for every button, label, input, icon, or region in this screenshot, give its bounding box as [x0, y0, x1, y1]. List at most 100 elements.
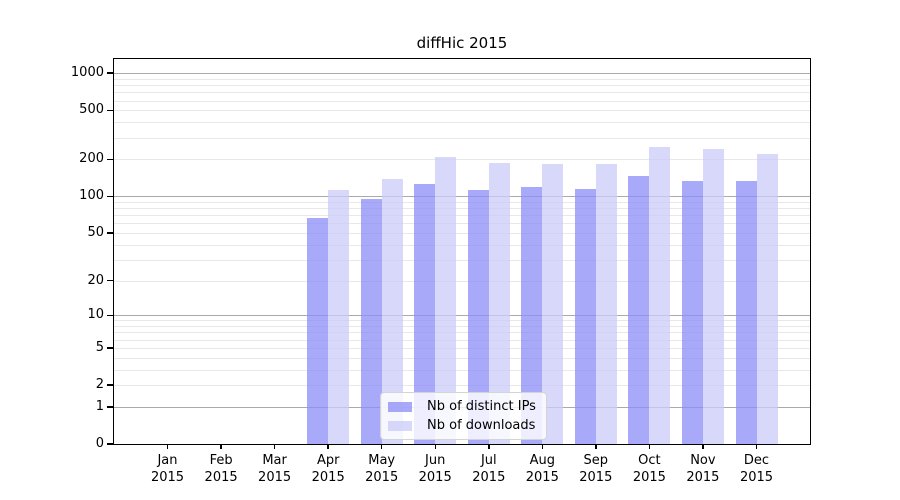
x-tick-label-line: 2015	[472, 470, 506, 485]
gridline-minor-2	[114, 385, 810, 386]
legend-item-distinct-ips: Nb of distinct IPs	[388, 398, 536, 415]
x-tick-label-line: Jul	[480, 453, 497, 468]
x-tick-mark-dec-2015	[755, 444, 758, 449]
x-tick-label-apr-2015: Apr 2015	[296, 452, 360, 486]
x-tick-label-line: May	[368, 453, 396, 468]
y-tick-label-1000: 1000	[70, 65, 104, 81]
gridline-minor-50	[114, 232, 810, 234]
x-tick-label-line: 2015	[632, 470, 666, 485]
y-tick-mark-1	[107, 406, 114, 408]
x-tick-mark-mar-2015	[273, 444, 276, 449]
x-tick-label-line: 2015	[739, 470, 774, 485]
x-tick-mark-jun-2015	[434, 444, 436, 449]
bar-distinct-ips-nov-2015	[681, 181, 703, 444]
bar-downloads-apr-2015	[328, 190, 350, 444]
gridline-minor-80	[114, 208, 810, 210]
x-tick-label-dec-2015: Dec 2015	[725, 452, 789, 486]
x-tick-label-line: Mar	[262, 453, 287, 468]
x-tick-label-line: Aug	[529, 453, 555, 468]
legend-swatch-distinct-ips	[388, 401, 412, 412]
x-tick-label-line: Apr	[316, 453, 340, 468]
gridline-minor-3	[114, 369, 810, 371]
x-tick-mark-sep-2015	[595, 444, 597, 449]
bar-distinct-ips-may-2015	[360, 198, 382, 444]
x-tick-mark-oct-2015	[648, 444, 651, 449]
x-tick-label-line: 2015	[418, 470, 452, 485]
gridline-minor-200	[114, 159, 810, 161]
legend-swatch-downloads	[388, 420, 412, 431]
bar-downloads-dec-2015	[756, 154, 778, 444]
bar-distinct-ips-jul-2015	[467, 189, 489, 444]
x-tick-label-line: 2015	[150, 470, 185, 485]
x-tick-mark-nov-2015	[702, 444, 704, 449]
bar-distinct-ips-oct-2015	[628, 175, 650, 444]
x-tick-label-aug-2015: Aug 2015	[510, 452, 574, 486]
x-tick-label-line: Jun	[425, 453, 446, 468]
x-tick-label-line: Oct	[638, 453, 661, 468]
bar-distinct-ips-jun-2015	[414, 184, 436, 444]
gridline-minor-300	[114, 137, 810, 139]
gridline-minor-60	[114, 223, 810, 225]
bar-downloads-may-2015	[381, 178, 403, 444]
gridline-minor-5	[114, 347, 810, 349]
x-tick-label-nov-2015: Nov 2015	[671, 452, 735, 486]
x-tick-mark-jul-2015	[488, 444, 490, 449]
x-tick-label-line: 2015	[579, 470, 613, 485]
plot-area	[113, 58, 811, 445]
gridline-minor-40	[114, 244, 810, 246]
gridline-major-10	[114, 315, 810, 317]
bar-distinct-ips-sep-2015	[574, 189, 596, 444]
y-tick-label-10: 10	[87, 307, 104, 323]
gridline-minor-30	[114, 259, 810, 261]
x-tick-label-line: Sep	[583, 453, 609, 468]
gridline-minor-8	[114, 326, 810, 327]
x-tick-label-line: 2015	[365, 470, 399, 485]
x-tick-label-line: 2015	[258, 470, 292, 485]
y-tick-mark-100	[107, 195, 114, 197]
y-tick-label-500: 500	[79, 102, 104, 118]
gridline-minor-20	[114, 280, 810, 282]
x-tick-label-line: Nov	[690, 453, 716, 468]
x-tick-mark-apr-2015	[327, 444, 329, 449]
legend: Nb of distinct IPs Nb of downloads	[380, 392, 547, 440]
x-tick-label-oct-2015: Oct 2015	[617, 452, 681, 486]
y-tick-label-0: 0	[95, 436, 104, 451]
x-tick-label-jun-2015: Jun 2015	[403, 452, 467, 486]
y-tick-label-1: 1	[95, 398, 104, 414]
y-tick-label-5: 5	[95, 339, 104, 355]
x-tick-label-line: Dec	[743, 453, 770, 468]
y-tick-mark-20	[107, 279, 114, 282]
gridline-minor-4	[114, 357, 810, 359]
y-tick-mark-0	[107, 443, 114, 445]
x-tick-label-feb-2015: Feb 2015	[189, 452, 253, 486]
x-tick-label-sep-2015: Sep 2015	[564, 452, 628, 486]
x-tick-label-line: 2015	[311, 470, 345, 485]
y-tick-label-50: 50	[87, 224, 104, 240]
gridline-minor-400	[114, 122, 810, 124]
bar-downloads-aug-2015	[542, 164, 564, 444]
x-tick-label-jul-2015: Jul 2015	[457, 452, 521, 486]
x-tick-label-line: 2015	[204, 470, 238, 485]
gridline-minor-900	[114, 78, 810, 80]
x-tick-label-line: 2015	[525, 470, 559, 485]
bar-downloads-jun-2015	[435, 157, 457, 444]
gridline-major-100	[114, 196, 810, 198]
gridline-minor-500	[114, 110, 810, 112]
y-tick-label-100: 100	[79, 188, 104, 204]
bar-distinct-ips-dec-2015	[735, 181, 757, 444]
gridline-minor-6	[114, 339, 810, 341]
bar-downloads-nov-2015	[702, 149, 724, 444]
y-tick-label-200: 200	[79, 151, 104, 167]
x-tick-label-jan-2015: Jan 2015	[136, 452, 200, 486]
y-tick-label-2: 2	[95, 377, 104, 392]
x-tick-label-mar-2015: Mar 2015	[243, 452, 307, 486]
gridline-minor-7	[114, 332, 810, 334]
bar-downloads-sep-2015	[595, 164, 617, 444]
gridline-minor-9	[114, 320, 810, 322]
y-tick-label-20: 20	[87, 272, 104, 288]
gridline-minor-90	[114, 201, 810, 203]
bar-distinct-ips-aug-2015	[521, 187, 543, 444]
x-tick-label-may-2015: May 2015	[350, 452, 414, 486]
x-tick-label-line: 2015	[686, 470, 720, 485]
